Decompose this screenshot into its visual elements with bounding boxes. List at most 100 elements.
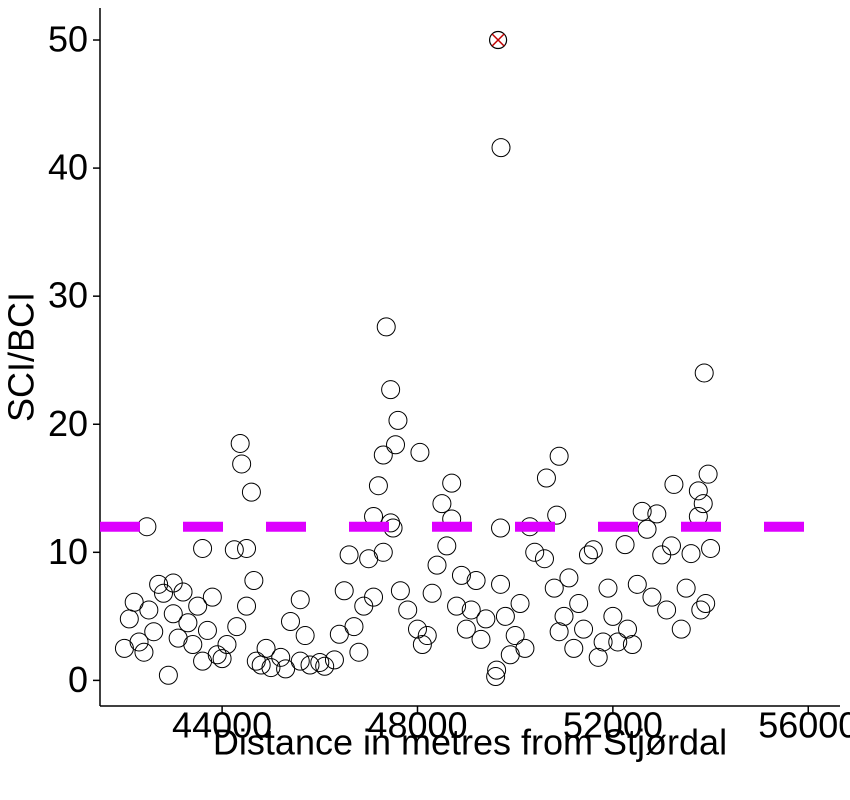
- point: [129, 632, 149, 652]
- highlight-cross: [491, 33, 505, 47]
- point: [442, 473, 462, 493]
- point: [386, 435, 406, 455]
- point: [354, 596, 374, 616]
- point: [461, 600, 481, 620]
- point: [244, 570, 264, 590]
- point: [515, 638, 535, 658]
- point: [500, 645, 520, 665]
- point: [349, 642, 369, 662]
- point: [693, 494, 713, 514]
- point: [163, 604, 183, 624]
- point: [202, 587, 222, 607]
- point: [339, 545, 359, 565]
- point: [671, 619, 691, 639]
- point: [261, 658, 281, 678]
- point: [456, 619, 476, 639]
- point: [427, 555, 447, 575]
- point: [447, 596, 467, 616]
- point: [593, 632, 613, 652]
- point: [193, 651, 213, 671]
- point: [588, 647, 608, 667]
- point: [569, 594, 589, 614]
- point: [536, 468, 556, 488]
- point: [376, 317, 396, 337]
- point: [188, 596, 208, 616]
- point: [657, 600, 677, 620]
- point: [139, 600, 159, 620]
- point: [207, 645, 227, 665]
- point: [217, 635, 237, 655]
- y-tick-label: 10: [48, 531, 88, 572]
- x-tick-label: 48000: [367, 705, 467, 746]
- point: [549, 446, 569, 466]
- point: [197, 620, 217, 640]
- point: [410, 442, 430, 462]
- series: [488, 30, 508, 50]
- point: [119, 609, 139, 629]
- y-axis-label: SCI/BCI: [1, 292, 42, 422]
- point: [652, 545, 672, 565]
- point: [487, 660, 507, 680]
- point: [495, 606, 515, 626]
- point: [615, 535, 635, 555]
- point: [280, 611, 300, 631]
- point: [237, 538, 257, 558]
- point: [476, 609, 496, 629]
- point: [486, 667, 506, 687]
- point: [491, 574, 511, 594]
- point: [661, 536, 681, 556]
- point: [422, 583, 442, 603]
- point: [390, 581, 410, 601]
- point: [256, 638, 276, 658]
- y-tick-label: 0: [68, 659, 88, 700]
- point: [676, 578, 696, 598]
- point: [344, 617, 364, 637]
- point: [193, 538, 213, 558]
- point: [295, 626, 315, 646]
- point: [618, 619, 638, 639]
- point: [417, 626, 437, 646]
- point: [407, 619, 427, 639]
- point: [505, 626, 525, 646]
- point: [173, 582, 193, 602]
- point: [241, 482, 261, 502]
- point: [491, 518, 511, 538]
- point: [437, 536, 457, 556]
- y-tick-label: 20: [48, 403, 88, 444]
- point: [491, 138, 511, 158]
- point: [451, 565, 471, 585]
- point: [559, 568, 579, 588]
- point: [373, 542, 393, 562]
- point: [647, 504, 667, 524]
- point: [637, 519, 657, 539]
- point: [664, 474, 684, 494]
- point: [381, 380, 401, 400]
- point: [534, 549, 554, 569]
- point: [300, 655, 320, 675]
- point: [271, 647, 291, 667]
- point: [578, 545, 598, 565]
- point: [310, 652, 330, 672]
- point: [334, 581, 354, 601]
- point: [398, 600, 418, 620]
- point: [544, 578, 564, 598]
- point: [178, 613, 198, 633]
- point: [471, 629, 491, 649]
- point: [163, 573, 183, 593]
- point: [701, 538, 721, 558]
- point: [608, 632, 628, 652]
- point: [466, 570, 486, 590]
- point: [373, 445, 393, 465]
- point: [315, 656, 335, 676]
- point: [603, 606, 623, 626]
- x-axis-label: Distance in metres from Stjørdal: [213, 722, 727, 763]
- point: [212, 649, 232, 669]
- y-tick-label: 40: [48, 147, 88, 188]
- point: [432, 494, 452, 514]
- highlight-point: [488, 30, 508, 50]
- point: [388, 410, 408, 430]
- point: [412, 635, 432, 655]
- point: [554, 606, 574, 626]
- point: [276, 659, 296, 679]
